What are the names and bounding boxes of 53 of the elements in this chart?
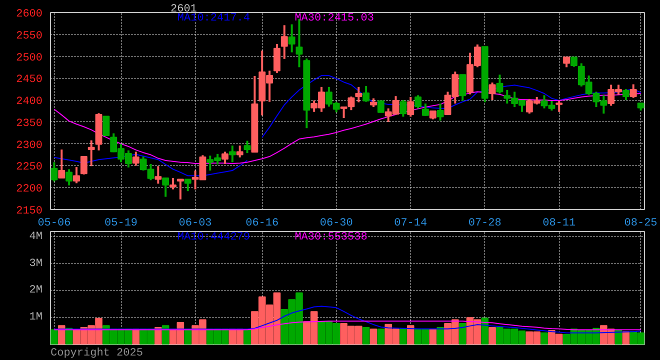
x-tick-label: 08-11: [542, 218, 576, 230]
y-tick-label: 2150: [16, 206, 42, 218]
x-tick-label: 06-30: [320, 218, 353, 230]
bar: [370, 328, 378, 344]
y-tick-label: 2500: [16, 52, 42, 64]
bar: [184, 328, 192, 344]
x-tick-label: 06-03: [178, 218, 212, 230]
bar: [132, 328, 140, 344]
y-tick-label: 2200: [16, 184, 42, 196]
candlestick: [377, 100, 384, 113]
bar: [244, 329, 251, 344]
bar: [436, 327, 444, 344]
bar: [481, 318, 489, 344]
bar: [362, 327, 370, 344]
y-tick-label: 2350: [16, 118, 42, 130]
text: MA30:553538: [294, 232, 368, 244]
y-tick-label: 2M: [29, 284, 42, 297]
bar: [377, 328, 385, 344]
text: MA30:2415.03: [294, 12, 374, 24]
y-tick-label: 1M: [29, 312, 42, 324]
bar: [622, 331, 630, 344]
bar: [429, 328, 437, 344]
line-series: [54, 320, 642, 330]
y-tick-label: 2250: [16, 162, 42, 174]
x-tick-label: 07-14: [394, 218, 428, 230]
y-tick-label: 2300: [16, 140, 42, 152]
text: MA10:444279: [177, 232, 250, 244]
y-tick-label: 4M: [29, 230, 42, 243]
candlestick: [80, 156, 88, 176]
bar: [540, 332, 548, 344]
x-tick-label: 05-19: [104, 218, 138, 230]
y-tick-label: 2400: [16, 96, 42, 108]
y-tick-label: 2450: [16, 74, 42, 86]
bar: [162, 325, 170, 344]
text: MA10:2417.4: [177, 12, 250, 24]
x-tick-label: 06-16: [246, 218, 279, 230]
x-tick-label: 08-25: [624, 218, 658, 230]
y-tick-label: 3M: [29, 258, 42, 270]
bar: [58, 325, 66, 344]
bar: [154, 327, 162, 344]
bar: [614, 330, 622, 344]
text: Copyright 2025: [50, 348, 143, 360]
x-tick-label: 07-28: [468, 218, 502, 230]
candlestick: [102, 116, 110, 136]
bar: [50, 329, 58, 344]
bar: [458, 323, 466, 344]
bar: [406, 325, 414, 344]
y-tick-label: 2600: [16, 8, 42, 20]
x-tick-label: 05-06: [38, 218, 71, 230]
bar: [400, 328, 407, 344]
line-series: [54, 306, 642, 334]
y-tick-label: 2550: [16, 30, 42, 42]
bar: [488, 327, 496, 344]
